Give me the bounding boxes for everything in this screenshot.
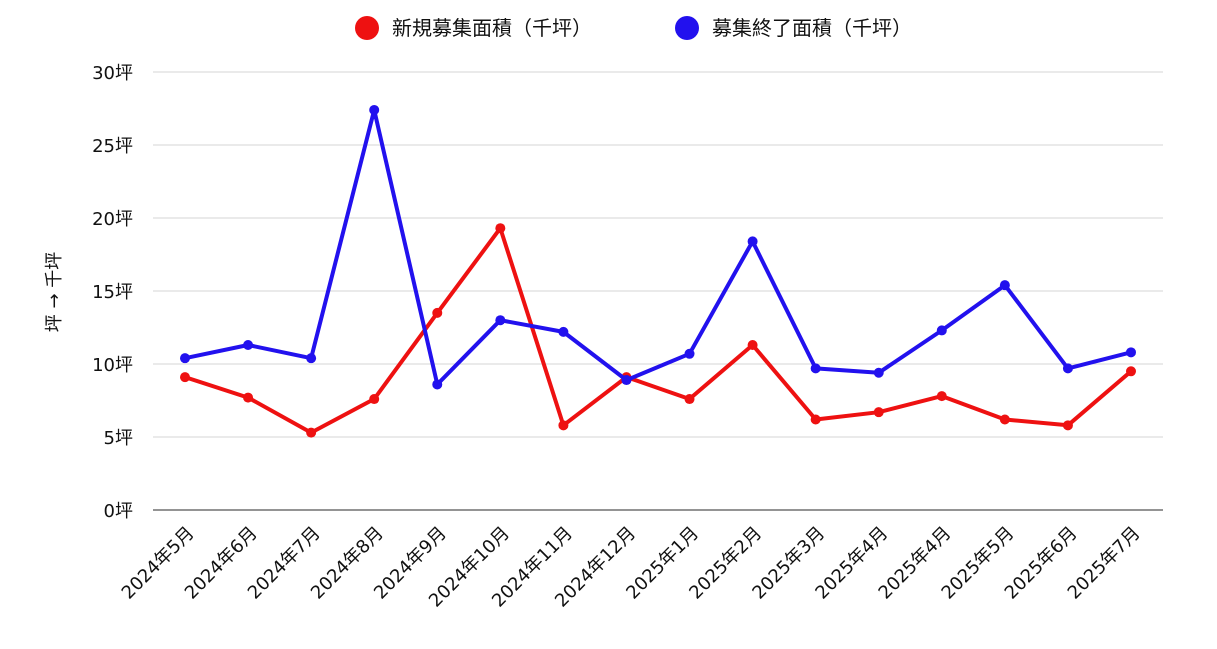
legend-item: 新規募集面積（千坪） <box>355 16 592 40</box>
data-point <box>180 372 190 383</box>
data-point <box>873 367 884 378</box>
legend-swatch <box>675 16 699 40</box>
data-point <box>558 326 569 337</box>
data-point <box>243 392 254 403</box>
data-point <box>747 340 758 351</box>
data-point <box>432 307 443 318</box>
data-point <box>1062 363 1073 374</box>
series-line <box>183 108 1133 387</box>
data-point <box>873 407 884 418</box>
data-point <box>621 375 632 386</box>
data-point <box>558 420 569 431</box>
data-point <box>747 236 758 247</box>
data-point <box>999 280 1010 291</box>
gridlines <box>153 71 1163 511</box>
legend: 新規募集面積（千坪） 募集終了面積（千坪） <box>355 16 912 40</box>
data-point <box>495 223 506 234</box>
data-point <box>306 427 317 438</box>
data-point <box>936 391 947 402</box>
data-point <box>432 379 443 390</box>
data-point <box>999 414 1010 425</box>
data-point <box>684 348 695 359</box>
series-line <box>183 226 1133 435</box>
data-point <box>495 315 506 326</box>
series-lines <box>180 104 1136 438</box>
data-point <box>1126 366 1136 377</box>
data-point <box>306 353 317 364</box>
data-point <box>369 104 380 115</box>
legend-item: 募集終了面積（千坪） <box>675 16 912 40</box>
data-point <box>180 353 190 364</box>
series-1 <box>180 223 1136 438</box>
y-tick-label: 30坪 <box>92 63 133 84</box>
y-tick-label: 15坪 <box>92 282 133 303</box>
data-point <box>369 394 380 405</box>
y-axis-ticks: 0坪 5坪 10坪 15坪 20坪 25坪 30坪 <box>92 63 133 522</box>
legend-label: 募集終了面積（千坪） <box>712 16 912 40</box>
y-tick-label: 20坪 <box>92 209 133 230</box>
series-2 <box>180 104 1136 390</box>
data-point <box>1062 420 1073 431</box>
data-point <box>243 340 254 351</box>
y-tick-label: 10坪 <box>92 355 133 376</box>
y-tick-label: 25坪 <box>92 136 133 157</box>
legend-swatch <box>355 16 379 40</box>
data-point <box>810 363 821 374</box>
y-tick-label: 0坪 <box>104 501 133 522</box>
y-tick-label: 5坪 <box>104 428 133 449</box>
legend-label: 新規募集面積（千坪） <box>392 16 592 40</box>
data-point <box>810 414 821 425</box>
data-point <box>1126 347 1136 358</box>
x-axis-ticks: 2024年5月2024年6月2024年7月2024年8月2024年9月2024年… <box>118 523 1145 612</box>
data-point <box>684 394 695 405</box>
data-point <box>936 325 947 336</box>
y-axis-title: 坪 → 千坪 <box>44 252 65 333</box>
